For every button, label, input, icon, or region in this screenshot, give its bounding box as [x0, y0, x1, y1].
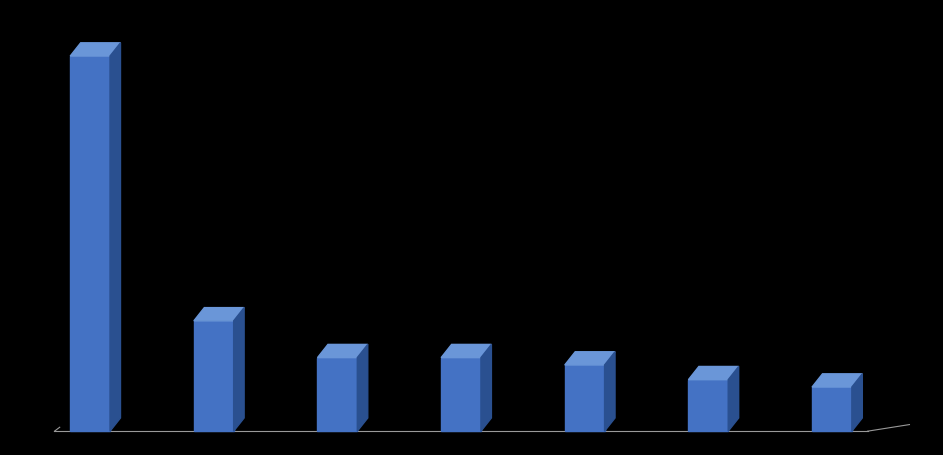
Polygon shape [481, 344, 491, 431]
Polygon shape [604, 352, 615, 431]
Polygon shape [441, 358, 481, 431]
Polygon shape [70, 56, 110, 431]
Polygon shape [194, 321, 234, 431]
Polygon shape [441, 344, 491, 358]
Polygon shape [318, 344, 368, 358]
Polygon shape [565, 352, 615, 365]
Polygon shape [852, 374, 862, 431]
Polygon shape [318, 358, 357, 431]
Polygon shape [565, 365, 604, 431]
Polygon shape [194, 308, 244, 321]
Polygon shape [110, 43, 121, 431]
Polygon shape [812, 374, 862, 387]
Polygon shape [728, 366, 738, 431]
Polygon shape [70, 43, 121, 56]
Polygon shape [688, 366, 738, 379]
Polygon shape [812, 387, 852, 431]
Polygon shape [688, 379, 728, 431]
Polygon shape [234, 308, 244, 431]
Polygon shape [357, 344, 368, 431]
